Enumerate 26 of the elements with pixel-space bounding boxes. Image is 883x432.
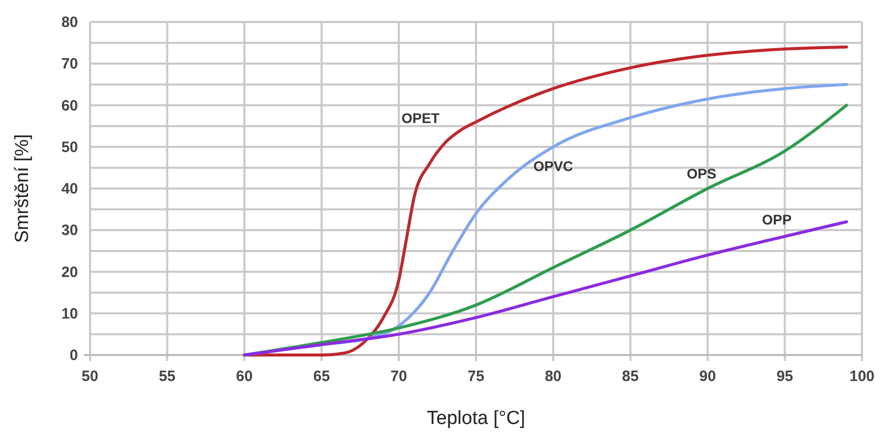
y-tick-label: 70 xyxy=(61,56,78,73)
series-label: OPET xyxy=(401,110,440,126)
x-tick-label: 85 xyxy=(622,368,639,385)
series-label: OPP xyxy=(762,211,792,228)
y-tick-label: 10 xyxy=(61,305,78,322)
x-tick-label: 55 xyxy=(158,368,176,385)
x-tick-label: 95 xyxy=(776,368,794,385)
x-tick-label: 75 xyxy=(468,368,484,385)
y-tick-label: 60 xyxy=(61,97,78,114)
x-axis-title: Teplota [°C] xyxy=(426,408,526,429)
series-label: OPVC xyxy=(533,158,574,174)
x-tick-label: 60 xyxy=(236,368,253,385)
y-tick-label: 30 xyxy=(61,222,78,240)
x-tick-label: 90 xyxy=(699,368,716,385)
x-tick-label: 70 xyxy=(390,368,408,385)
y-tick-label: 50 xyxy=(61,138,78,156)
y-tick-label: 80 xyxy=(61,14,78,31)
y-tick-label: 40 xyxy=(61,180,78,198)
x-tick-label: 80 xyxy=(544,368,562,385)
x-tick-label: 50 xyxy=(82,368,98,385)
y-axis-title: Smrštění [%] xyxy=(12,134,33,243)
x-tick-label: 100 xyxy=(849,368,875,385)
x-tick-label: 65 xyxy=(313,368,330,385)
y-tick-label: 0 xyxy=(70,347,78,364)
y-tick-label: 20 xyxy=(61,264,78,281)
series-label: OPS xyxy=(686,166,716,182)
